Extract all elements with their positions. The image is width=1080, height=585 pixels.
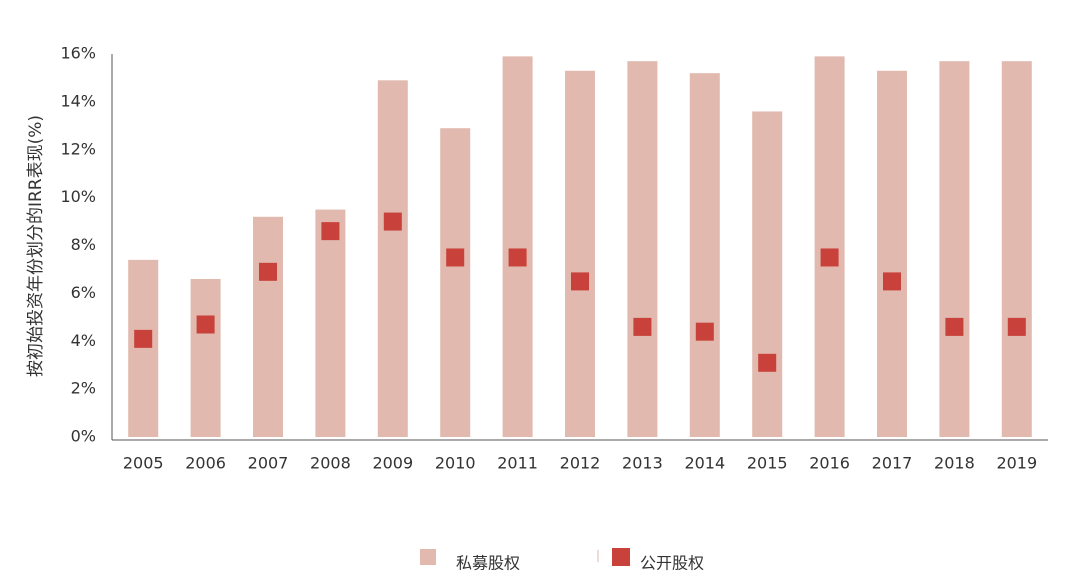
y-tick-label: 2% <box>71 379 96 398</box>
bar <box>190 279 221 437</box>
bar <box>315 209 346 437</box>
marker <box>883 272 901 291</box>
x-tick-label: 2017 <box>872 454 913 473</box>
bar <box>939 61 970 438</box>
x-tick-label: 2005 <box>123 454 164 473</box>
marker <box>383 212 402 231</box>
bar <box>752 111 783 437</box>
y-tick-label: 0% <box>71 427 96 446</box>
legend-swatch <box>612 548 630 566</box>
marker <box>820 248 839 267</box>
bar <box>814 56 845 438</box>
x-tick-label: 2007 <box>248 454 289 473</box>
x-tick-label: 2016 <box>809 454 850 473</box>
marker <box>945 317 964 336</box>
x-tick-label: 2006 <box>185 454 226 473</box>
bar <box>377 80 408 438</box>
y-tick-label: 12% <box>60 139 96 158</box>
marker <box>321 222 340 241</box>
marker <box>134 329 153 348</box>
marker <box>695 322 714 341</box>
x-tick-label: 2018 <box>934 454 975 473</box>
y-axis-label: 按初始投资年份划分的IRR表现(%) <box>26 115 46 377</box>
y-tick-label: 10% <box>60 187 96 206</box>
marker <box>633 317 652 336</box>
bar <box>627 61 658 438</box>
y-tick-label: 14% <box>60 91 96 110</box>
x-tick-label: 2014 <box>684 454 725 473</box>
x-tick-label: 2012 <box>560 454 601 473</box>
x-tick-label: 2009 <box>372 454 413 473</box>
bar <box>877 70 907 437</box>
bar <box>440 128 471 438</box>
y-tick-label: 4% <box>71 331 96 350</box>
x-tick-label: 2013 <box>622 454 663 473</box>
x-tick-label: 2011 <box>497 454 538 473</box>
bar <box>1001 61 1032 438</box>
y-tick-label: 6% <box>71 283 96 302</box>
legend-label: 私募股权 <box>456 554 520 573</box>
marker <box>758 353 777 372</box>
marker <box>446 248 465 267</box>
bar <box>128 259 159 437</box>
x-tick-label: 2008 <box>310 454 351 473</box>
marker <box>196 315 215 334</box>
marker <box>508 248 527 267</box>
marker <box>1007 317 1026 336</box>
legend-swatch <box>420 549 436 565</box>
bar <box>502 56 533 438</box>
marker <box>571 272 589 291</box>
marker <box>259 262 277 281</box>
bar <box>689 73 720 438</box>
y-tick-label: 8% <box>71 235 96 254</box>
bar <box>565 70 595 437</box>
legend-label: 公开股权 <box>640 554 704 573</box>
x-tick-label: 2015 <box>747 454 788 473</box>
y-tick-label: 16% <box>60 44 96 63</box>
bar <box>253 216 283 437</box>
x-tick-label: 2010 <box>435 454 476 473</box>
x-tick-label: 2019 <box>996 454 1037 473</box>
